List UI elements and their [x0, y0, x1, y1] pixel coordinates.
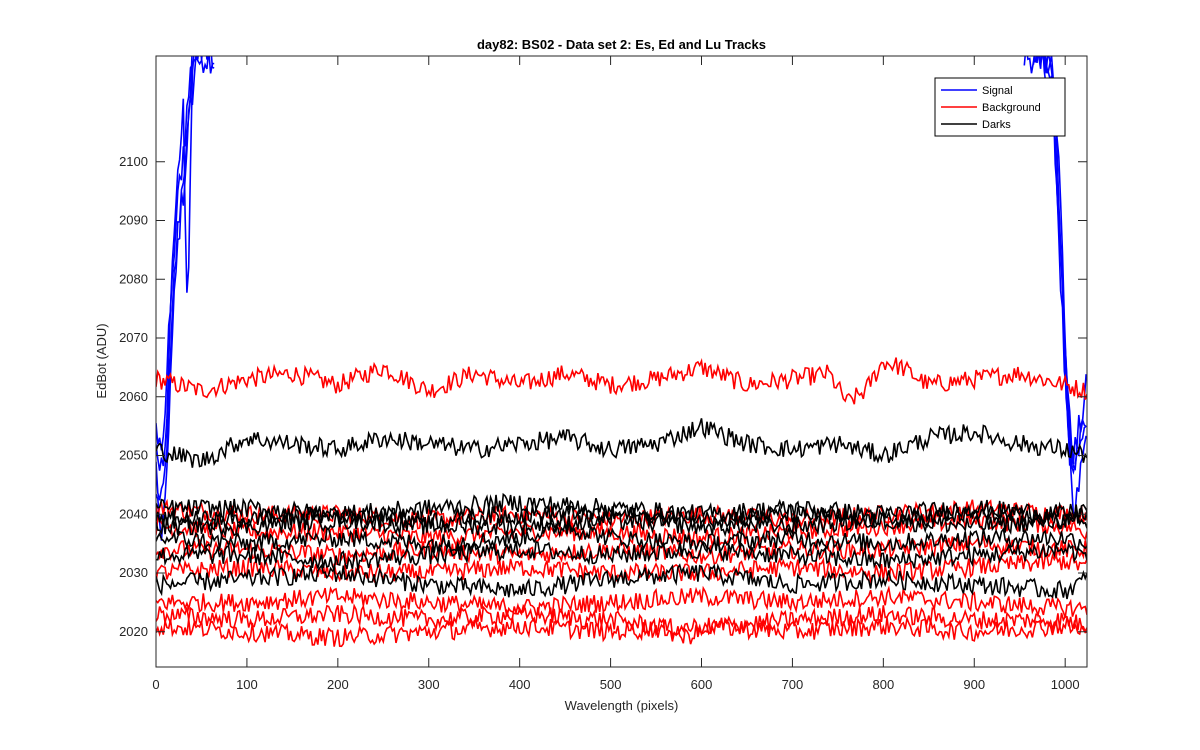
y-tick-label: 2080: [119, 271, 148, 286]
x-tick-label: 400: [509, 677, 531, 692]
y-tick-label: 2060: [119, 389, 148, 404]
x-tick-label: 1000: [1051, 677, 1080, 692]
x-tick-label: 300: [418, 677, 440, 692]
y-tick-label: 2100: [119, 154, 148, 169]
legend-label-darks: Darks: [982, 119, 1011, 131]
legend-label-signal: Signal: [982, 85, 1013, 97]
x-axis-label: Wavelength (pixels): [565, 698, 679, 713]
legend-label-background: Background: [982, 102, 1041, 114]
x-tick-label: 100: [236, 677, 258, 692]
series-line-darks-7: [156, 563, 1087, 600]
series-line-signal-3: [156, 56, 195, 451]
x-tick-label: 900: [963, 677, 985, 692]
y-tick-label: 2090: [119, 213, 148, 228]
y-tick-label: 2030: [119, 565, 148, 580]
series-line-background-6: [156, 585, 1087, 618]
series-line-background-1: [156, 357, 1087, 405]
chart-title: day82: BS02 - Data set 2: Es, Ed and Lu …: [477, 37, 766, 52]
x-tick-label: 0: [152, 677, 159, 692]
x-tick-label: 500: [600, 677, 622, 692]
ticks-layer: 0 100 200 300 400 500 600 700 800 900 1000 2020 2030…: [119, 56, 1087, 692]
x-tick-label: 200: [327, 677, 349, 692]
y-tick-label: 2050: [119, 448, 148, 463]
y-tick-label: 2070: [119, 330, 148, 345]
series-line-background-7: [156, 602, 1087, 645]
y-axis-label: EdBot (ADU): [94, 323, 109, 398]
y-tick-label: 2020: [119, 624, 148, 639]
series-line-background-8: [156, 615, 1087, 648]
series-line-darks-4: [156, 508, 1087, 538]
series-line-signal-2: [156, 56, 215, 471]
series-line-darks-1: [156, 418, 1087, 468]
y-tick-label: 2040: [119, 506, 148, 521]
x-tick-label: 700: [782, 677, 804, 692]
axes-box: [155, 55, 1088, 668]
series-line-darks-3: [156, 503, 1087, 532]
x-tick-label: 800: [872, 677, 894, 692]
x-tick-label: 600: [691, 677, 713, 692]
legend: Signal Background Darks: [934, 77, 1066, 137]
series-line-darks-6: [156, 539, 1087, 571]
series-line-darks-5: [156, 520, 1087, 555]
